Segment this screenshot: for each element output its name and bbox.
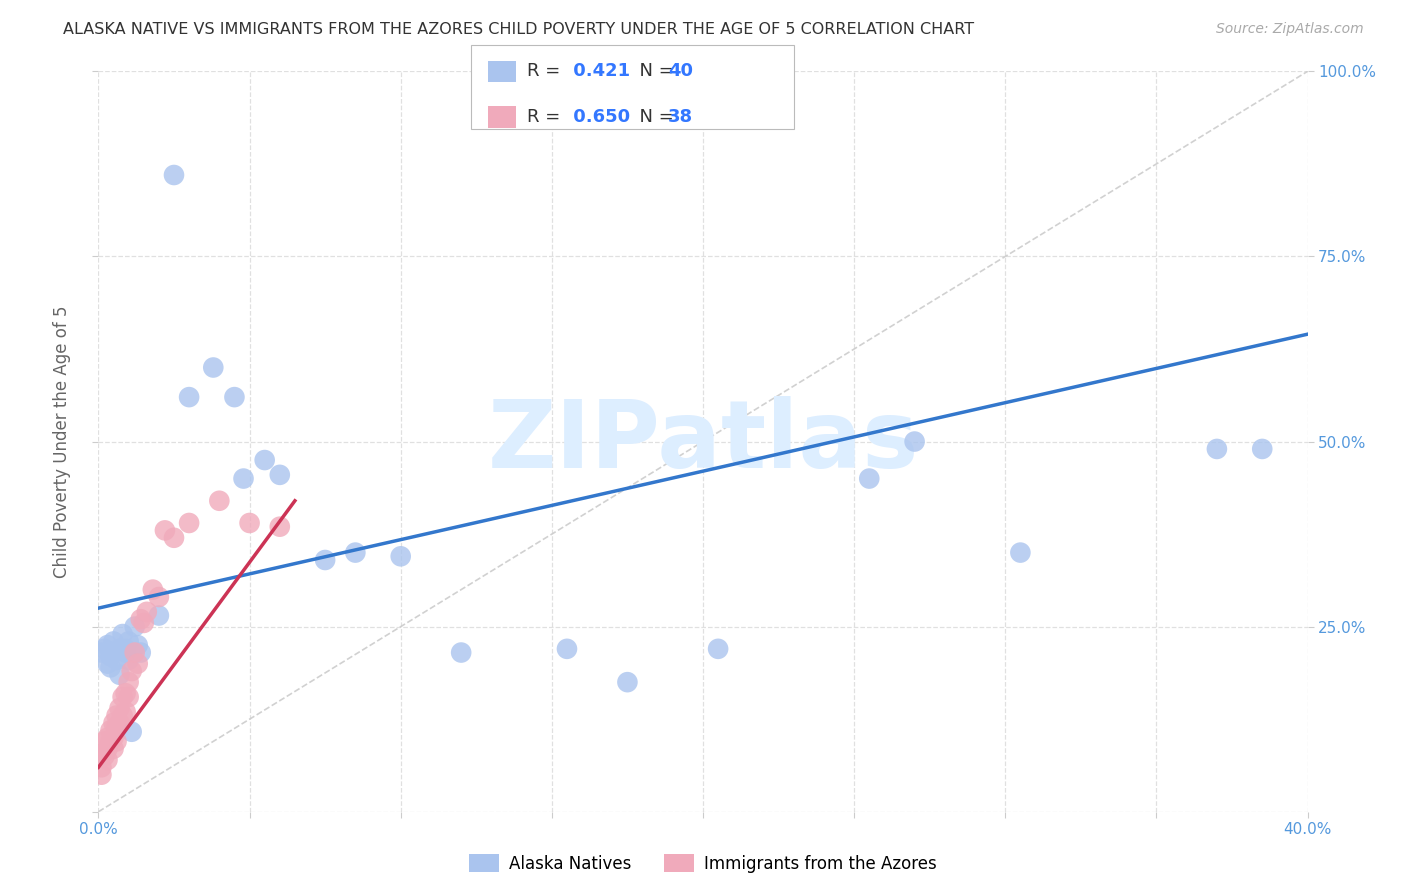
Text: ZIPatlas: ZIPatlas [488,395,918,488]
Point [148,608,170,623]
Text: N =: N = [628,62,681,80]
Point [118,653,141,667]
Point [100,649,122,664]
Point [314,553,336,567]
Point [124,619,146,633]
Point [132,615,155,630]
Point [135,605,157,619]
Point [108,701,131,715]
Point [224,390,246,404]
Point [129,646,152,660]
Point [103,741,125,756]
Point [105,734,128,748]
Point [114,646,136,660]
Point [163,168,186,182]
Point [163,531,186,545]
Point [1010,546,1032,560]
Point [93,641,115,656]
Point [707,641,730,656]
Text: Source: ZipAtlas.com: Source: ZipAtlas.com [1216,22,1364,37]
Point [450,646,472,660]
Point [269,519,291,533]
Point [142,582,165,597]
Point [100,723,122,738]
Point [202,360,225,375]
Point [239,516,262,530]
Point [124,646,146,660]
Point [121,664,143,678]
Point [114,686,136,700]
Point [105,720,128,734]
Point [108,641,131,656]
Point [1251,442,1274,456]
Point [129,612,152,626]
Text: R =: R = [527,108,567,126]
Point [179,390,201,404]
Point [1206,442,1229,456]
Point [93,749,115,764]
Point [127,638,149,652]
Point [108,715,131,730]
Point [858,471,880,485]
Point [93,746,115,760]
Point [90,646,112,660]
Point [121,724,143,739]
Text: 0.650: 0.650 [567,108,630,126]
Point [118,690,141,704]
Point [389,549,412,564]
Point [208,493,231,508]
Point [103,634,125,648]
Point [100,660,122,674]
Point [118,675,141,690]
Point [269,467,291,482]
Text: 0.421: 0.421 [567,62,630,80]
Point [179,516,201,530]
Point [232,471,254,485]
Point [148,590,170,604]
Point [153,524,176,538]
Point [93,734,115,748]
Point [90,767,112,781]
Text: ALASKA NATIVE VS IMMIGRANTS FROM THE AZORES CHILD POVERTY UNDER THE AGE OF 5 COR: ALASKA NATIVE VS IMMIGRANTS FROM THE AZO… [63,22,974,37]
Point [96,638,118,652]
Y-axis label: Child Poverty Under the Age of 5: Child Poverty Under the Age of 5 [53,305,72,578]
Point [555,641,578,656]
Point [127,657,149,671]
Text: N =: N = [628,108,681,126]
Point [96,657,118,671]
Point [108,667,131,681]
Text: 40: 40 [668,62,693,80]
Point [103,715,125,730]
Point [114,641,136,656]
Point [904,434,927,449]
Point [111,690,134,704]
Point [114,705,136,719]
Text: R =: R = [527,62,567,80]
Point [105,708,128,723]
Point [103,646,125,660]
Point [118,634,141,648]
Point [105,653,128,667]
Point [616,675,638,690]
Legend: Alaska Natives, Immigrants from the Azores: Alaska Natives, Immigrants from the Azor… [463,847,943,880]
Point [344,546,367,560]
Point [96,731,118,745]
Point [96,741,118,756]
Point [111,627,134,641]
Point [100,734,122,748]
Point [96,753,118,767]
Point [103,731,125,745]
Point [90,760,112,774]
Point [111,708,134,723]
Text: 38: 38 [668,108,693,126]
Point [253,453,276,467]
